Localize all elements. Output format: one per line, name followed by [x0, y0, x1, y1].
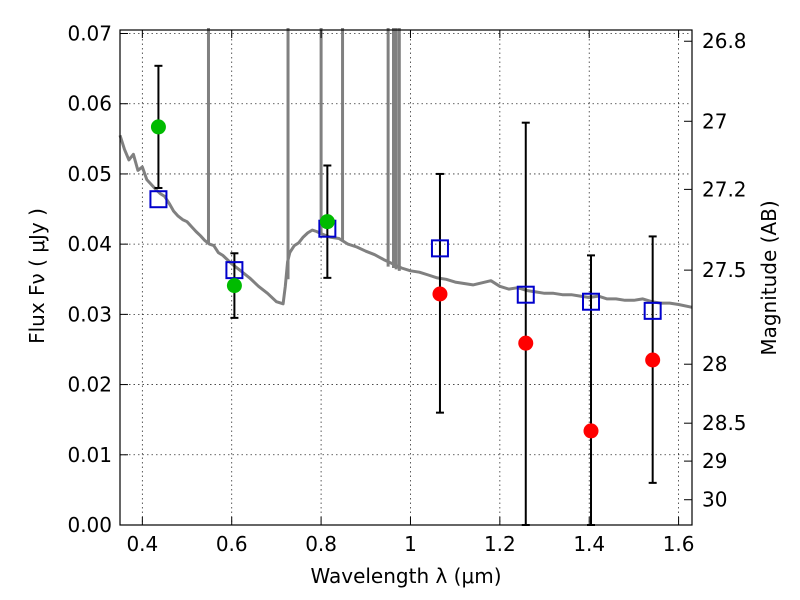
y2-tick-label: 28.5: [702, 411, 747, 435]
y-tick-label: 0.06: [67, 92, 112, 116]
y-tick-label: 0.07: [67, 22, 112, 46]
model-spectrum: [118, 28, 693, 309]
detection-point: [226, 278, 242, 294]
x-tick-label: 0.6: [216, 532, 248, 556]
x-tick-label: 1.4: [573, 532, 605, 556]
y-tick-label: 0.04: [67, 232, 112, 256]
non-detection-point: [432, 286, 448, 302]
y-axis-label: Flux Fν ( μJy ): [25, 208, 49, 344]
spectrum-line: [118, 134, 693, 309]
x-tick-label: 0.4: [126, 532, 158, 556]
grid-lines: [120, 30, 692, 525]
observed-points: [150, 119, 661, 439]
non-detection-point: [518, 335, 534, 351]
x-axis-label: Wavelength λ (μm): [310, 564, 501, 588]
y2-axis-label: Magnitude (AB): [757, 200, 781, 355]
detection-point: [319, 214, 335, 230]
y-tick-label: 0.05: [67, 162, 112, 186]
y2-tick-label: 26.8: [702, 29, 747, 53]
model-point: [149, 190, 168, 209]
y-tick-label: 0.01: [67, 443, 112, 467]
non-detection-point: [583, 423, 599, 439]
y-tick-label: 0.02: [67, 373, 112, 397]
x-tick-label: 1.2: [484, 532, 516, 556]
y2-tick-label: 30: [702, 488, 727, 512]
y2-tick-label: 28: [702, 352, 727, 376]
model-point: [643, 301, 662, 320]
model-points: [149, 190, 662, 320]
y-tick-label: 0.00: [67, 513, 112, 537]
model-point: [582, 292, 601, 311]
non-detection-point: [645, 352, 661, 368]
y-tick-label: 0.03: [67, 302, 112, 326]
detection-point: [150, 119, 166, 135]
axes: 0.4 0.6 0.8 1 1.2 1.4 1.6 0.00 0.01 0.02 0.03 0.04 0…: [67, 22, 746, 556]
y2-tick-label: 27.2: [702, 177, 747, 201]
x-tick-label: 1: [404, 532, 417, 556]
y2-tick-label: 27.5: [702, 258, 747, 282]
x-tick-label: 1.6: [663, 532, 695, 556]
x-tick-label: 0.8: [305, 532, 337, 556]
model-point: [516, 285, 535, 304]
y2-tick-label: 27: [702, 109, 727, 133]
y2-tick-label: 29: [702, 449, 727, 473]
plot-frame: [119, 29, 693, 526]
model-point: [430, 239, 449, 258]
